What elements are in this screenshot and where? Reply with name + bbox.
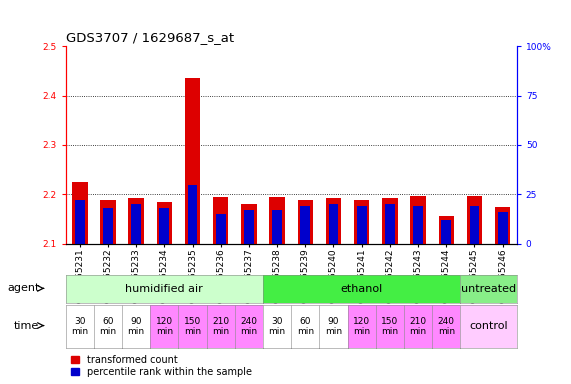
Text: humidified air: humidified air: [126, 284, 203, 294]
Text: untreated: untreated: [461, 284, 516, 294]
Bar: [325, 198, 341, 244]
Bar: [413, 206, 423, 244]
Bar: [159, 208, 169, 244]
Text: 60
min: 60 min: [99, 317, 116, 336]
Text: 210
min: 210 min: [409, 317, 427, 336]
Text: GDS3707 / 1629687_s_at: GDS3707 / 1629687_s_at: [66, 31, 234, 44]
Text: time: time: [14, 321, 39, 331]
Bar: [498, 212, 508, 244]
Text: 120
min: 120 min: [353, 317, 370, 336]
Text: 150
min: 150 min: [381, 317, 399, 336]
Bar: [216, 214, 226, 244]
Bar: [100, 200, 116, 244]
Text: 30
min: 30 min: [268, 317, 286, 336]
Bar: [131, 204, 141, 244]
Text: 30
min: 30 min: [71, 317, 89, 336]
Text: 210
min: 210 min: [212, 317, 230, 336]
Bar: [75, 200, 85, 244]
Bar: [441, 220, 451, 244]
Text: 90
min: 90 min: [325, 317, 342, 336]
Text: control: control: [469, 321, 508, 331]
Text: ethanol: ethanol: [340, 284, 383, 294]
Text: 240
min: 240 min: [240, 317, 258, 336]
Bar: [72, 182, 87, 244]
Bar: [297, 200, 313, 244]
Bar: [272, 210, 282, 244]
Bar: [185, 78, 200, 244]
Text: 240
min: 240 min: [438, 317, 455, 336]
Bar: [270, 197, 285, 244]
Text: 150
min: 150 min: [184, 317, 201, 336]
Bar: [241, 204, 257, 244]
Bar: [469, 206, 480, 244]
Text: 120
min: 120 min: [156, 317, 173, 336]
Text: 60
min: 60 min: [297, 317, 314, 336]
Bar: [439, 216, 454, 244]
Bar: [128, 199, 144, 244]
Bar: [357, 206, 367, 244]
Legend: transformed count, percentile rank within the sample: transformed count, percentile rank withi…: [71, 355, 252, 377]
Bar: [300, 206, 310, 244]
Bar: [103, 208, 113, 244]
Bar: [467, 196, 482, 244]
Bar: [156, 202, 172, 244]
Bar: [385, 204, 395, 244]
Bar: [411, 196, 426, 244]
Bar: [354, 200, 369, 244]
Text: 90
min: 90 min: [127, 317, 144, 336]
Bar: [328, 204, 339, 244]
Bar: [188, 184, 198, 244]
Bar: [213, 197, 228, 244]
Text: agent: agent: [7, 283, 39, 293]
Bar: [382, 199, 397, 244]
Bar: [244, 210, 254, 244]
Bar: [495, 207, 510, 244]
